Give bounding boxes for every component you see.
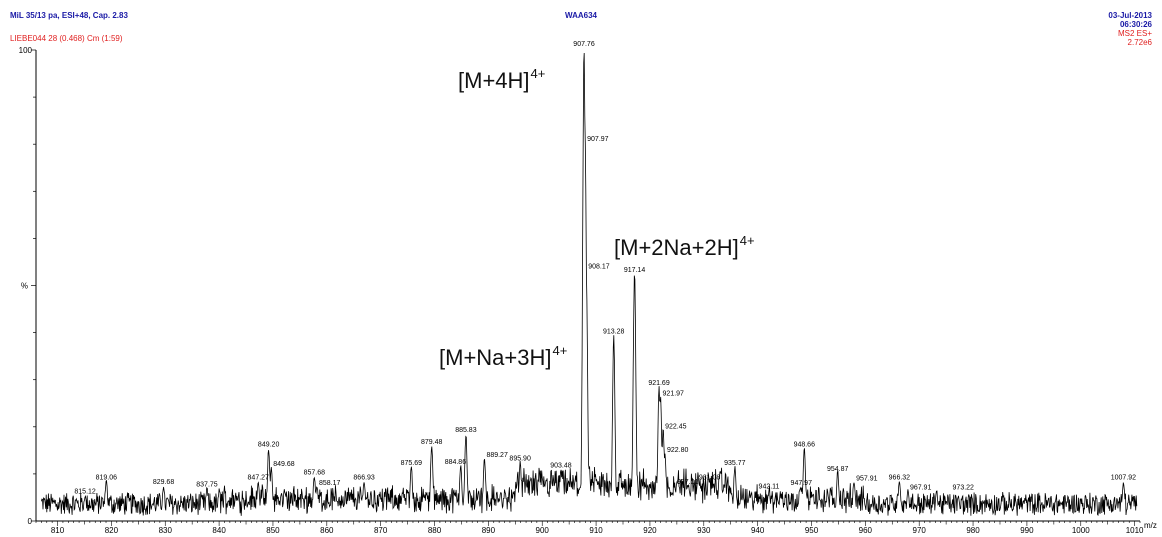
peak-label: 922.45 — [665, 424, 687, 431]
x-tick-label: 840 — [212, 526, 226, 535]
x-tick-label: 940 — [751, 526, 765, 535]
sample-info: MiL 35/13 pa, ESI+48, Cap. 2.83 — [10, 11, 128, 20]
peak-label: 942.11 — [759, 484, 780, 491]
peak-label: 866.93 — [353, 474, 375, 481]
x-tick-label: 820 — [105, 526, 119, 535]
x-axis-label: m/z — [1144, 521, 1157, 530]
ion-annotation: [M+4H] — [458, 68, 530, 93]
peak-label: 921.97 — [663, 391, 685, 398]
y-tick-label: 100 — [19, 46, 33, 55]
peak-label: 973.22 — [953, 485, 975, 492]
peak-label: 907.76 — [573, 41, 595, 48]
peak-label: 858.17 — [319, 480, 341, 487]
x-tick-label: 930 — [697, 526, 711, 535]
acquisition-time: 06:30:26 — [1119, 20, 1152, 29]
peak-label: 947.97 — [791, 480, 813, 487]
base-peak-intensity: 2.72e6 — [1127, 38, 1152, 47]
peak-label: 967.91 — [910, 485, 932, 492]
y-tick-label: 0 — [28, 517, 33, 526]
ion-charge: 4+ — [553, 343, 568, 358]
peak-label: 879.48 — [421, 439, 443, 446]
peak-label: 935.77 — [724, 460, 746, 467]
peak-label: 903.48 — [550, 463, 572, 470]
peak-label: 884.86 — [445, 459, 467, 466]
peak-label: 917.14 — [624, 267, 646, 274]
x-tick-label: 850 — [266, 526, 280, 535]
x-tick-label: 870 — [374, 526, 388, 535]
ion-annotation: [M+Na+3H] — [439, 345, 552, 370]
peak-label: 913.28 — [603, 328, 625, 335]
peak-label: 954.87 — [827, 466, 849, 473]
ion-annotations: [M+4H] 4+[M+2Na+2H] 4+[M+Na+3H] 4+ — [439, 66, 755, 370]
peak-label: 927.01 — [677, 479, 699, 486]
ion-charge: 4+ — [740, 233, 755, 248]
scan-mode: MS2 ES+ — [1117, 29, 1152, 38]
peak-label: 907.97 — [587, 136, 609, 143]
peak-label: 885.83 — [455, 427, 477, 434]
x-tick-label: 890 — [482, 526, 496, 535]
peak-label: 931.08 — [699, 474, 721, 481]
peak-label: 857.68 — [304, 470, 326, 477]
peak-label: 815.12 — [74, 488, 96, 495]
y-axis-label: % — [21, 282, 28, 291]
peak-label: 819.06 — [96, 474, 118, 481]
peak-label: 829.68 — [153, 479, 175, 486]
x-tick-label: 990 — [1020, 526, 1034, 535]
peak-label: 849.20 — [258, 441, 280, 448]
x-tick-label: 970 — [913, 526, 927, 535]
spectrum-line — [41, 52, 1138, 517]
peak-label: 1007.92 — [1111, 474, 1136, 481]
x-tick-label: 1010 — [1126, 526, 1144, 535]
peak-label: 837.75 — [196, 481, 218, 488]
ion-annotation: [M+2Na+2H] — [614, 235, 739, 260]
acquisition-date: 03-Jul-2013 — [1108, 11, 1152, 20]
peak-label: 957.91 — [856, 475, 878, 482]
x-tick-label: 960 — [859, 526, 873, 535]
peak-label: 922.80 — [667, 447, 689, 454]
peak-label: 921.69 — [648, 380, 670, 387]
peak-label: 908.17 — [588, 263, 610, 270]
chart-axes: 0 100% 810 820 830 840 850 860 870 880 890 900 910 92… — [19, 46, 1157, 535]
x-tick-label: 810 — [51, 526, 65, 535]
x-tick-label: 880 — [428, 526, 442, 535]
ion-charge: 4+ — [531, 66, 546, 81]
acquisition-info: 03-Jul-2013 06:30:26 MS2 ES+ 2.72e6 — [1108, 11, 1152, 47]
spectrum-trace — [41, 52, 1138, 517]
x-tick-label: 920 — [643, 526, 657, 535]
x-tick-label: 910 — [589, 526, 603, 535]
peak-label: 847.27 — [248, 474, 270, 481]
x-tick-label: 980 — [966, 526, 980, 535]
chart-title: WAA634 — [564, 11, 597, 20]
x-tick-label: 900 — [536, 526, 550, 535]
peak-label: 889.27 — [486, 452, 508, 459]
peak-label: 895.90 — [509, 455, 531, 462]
peak-label: 875.69 — [401, 460, 423, 467]
peak-label: 948.66 — [794, 441, 816, 448]
scan-info: LIEBE044 28 (0.468) Cm (1:59) — [10, 34, 123, 43]
peak-label: 849.68 — [273, 461, 295, 468]
x-tick-label: 830 — [159, 526, 173, 535]
x-tick-label: 860 — [320, 526, 334, 535]
peak-label: 966.32 — [889, 474, 911, 481]
x-tick-label: 1000 — [1072, 526, 1090, 535]
x-tick-label: 950 — [805, 526, 819, 535]
